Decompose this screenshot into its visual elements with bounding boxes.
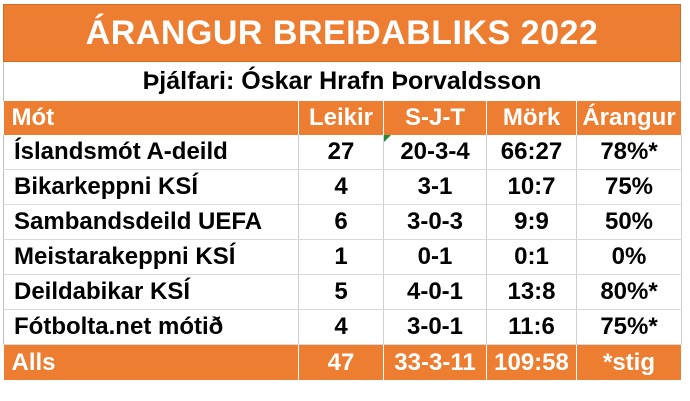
table-header-row: Mót Leikir S-J-T Mörk Árangur [3, 101, 682, 135]
header-wdl: S-J-T [383, 101, 487, 135]
coach-name: Þjálfari: Óskar Hrafn Þorvaldsson [142, 67, 542, 95]
games-cell: 4 [298, 169, 384, 205]
games-cell: 1 [298, 239, 384, 275]
header-tournament: Mót [3, 101, 299, 135]
header-result: Árangur [576, 101, 682, 135]
title-banner: ÁRANGUR BREIÐABLIKS 2022 [3, 4, 681, 62]
goals-cell: 11:6 [486, 309, 577, 345]
games-cell: 5 [298, 274, 384, 310]
total-games: 47 [298, 344, 384, 380]
wdl-value: 20-3-4 [400, 138, 470, 165]
table-row: Deildabikar KSÍ 5 4-0-1 13:8 80%* [3, 274, 682, 310]
goals-cell: 13:8 [486, 274, 577, 310]
games-cell: 4 [298, 309, 384, 345]
result-cell: 0% [576, 239, 682, 275]
coach-line: Þjálfari: Óskar Hrafn Þorvaldsson [3, 62, 681, 101]
tournament-cell: Fótbolta.net mótið [3, 309, 299, 345]
total-goals: 109:58 [486, 344, 577, 380]
games-cell: 6 [298, 204, 384, 240]
total-note: *stig [576, 344, 682, 380]
header-games: Leikir [298, 101, 384, 135]
tournament-cell: Sambandsdeild UEFA [3, 204, 299, 240]
goals-cell: 0:1 [486, 239, 577, 275]
table-row: Meistarakeppni KSÍ 1 0-1 0:1 0% [3, 239, 682, 275]
total-label: Alls [3, 344, 299, 380]
result-cell: 50% [576, 204, 682, 240]
comment-indicator-icon[interactable] [384, 135, 391, 142]
table-row: Íslandsmót A-deild 27 20-3-4 66:27 78%* [3, 135, 682, 170]
result-cell: 75%* [576, 309, 682, 345]
page-title: ÁRANGUR BREIÐABLIKS 2022 [85, 13, 599, 52]
results-sheet: ÁRANGUR BREIÐABLIKS 2022 Þjálfari: Óskar… [3, 4, 682, 399]
table-row: Sambandsdeild UEFA 6 3-0-3 9:9 50% [3, 204, 682, 240]
total-wdl: 33-3-11 [383, 344, 487, 380]
results-table: Mót Leikir S-J-T Mörk Árangur Íslandsmót… [3, 101, 682, 380]
wdl-cell: 3-1 [383, 169, 487, 205]
table-row: Fótbolta.net mótið 4 3-0-1 11:6 75%* [3, 309, 682, 345]
tournament-cell: Íslandsmót A-deild [3, 135, 299, 170]
table-row: Bikarkeppni KSÍ 4 3-1 10:7 75% [3, 169, 682, 205]
tournament-cell: Deildabikar KSÍ [3, 274, 299, 310]
wdl-cell: 20-3-4 [383, 135, 487, 170]
games-cell: 27 [298, 135, 384, 170]
tournament-cell: Bikarkeppni KSÍ [3, 169, 299, 205]
header-goals: Mörk [486, 101, 577, 135]
goals-cell: 66:27 [486, 135, 577, 170]
wdl-cell: 4-0-1 [383, 274, 487, 310]
result-cell: 78%* [576, 135, 682, 170]
result-cell: 80%* [576, 274, 682, 310]
result-cell: 75% [576, 169, 682, 205]
tournament-cell: Meistarakeppni KSÍ [3, 239, 299, 275]
wdl-cell: 3-0-1 [383, 309, 487, 345]
table-total-row: Alls 47 33-3-11 109:58 *stig [3, 344, 682, 380]
wdl-cell: 3-0-3 [383, 204, 487, 240]
wdl-cell: 0-1 [383, 239, 487, 275]
goals-cell: 10:7 [486, 169, 577, 205]
goals-cell: 9:9 [486, 204, 577, 240]
